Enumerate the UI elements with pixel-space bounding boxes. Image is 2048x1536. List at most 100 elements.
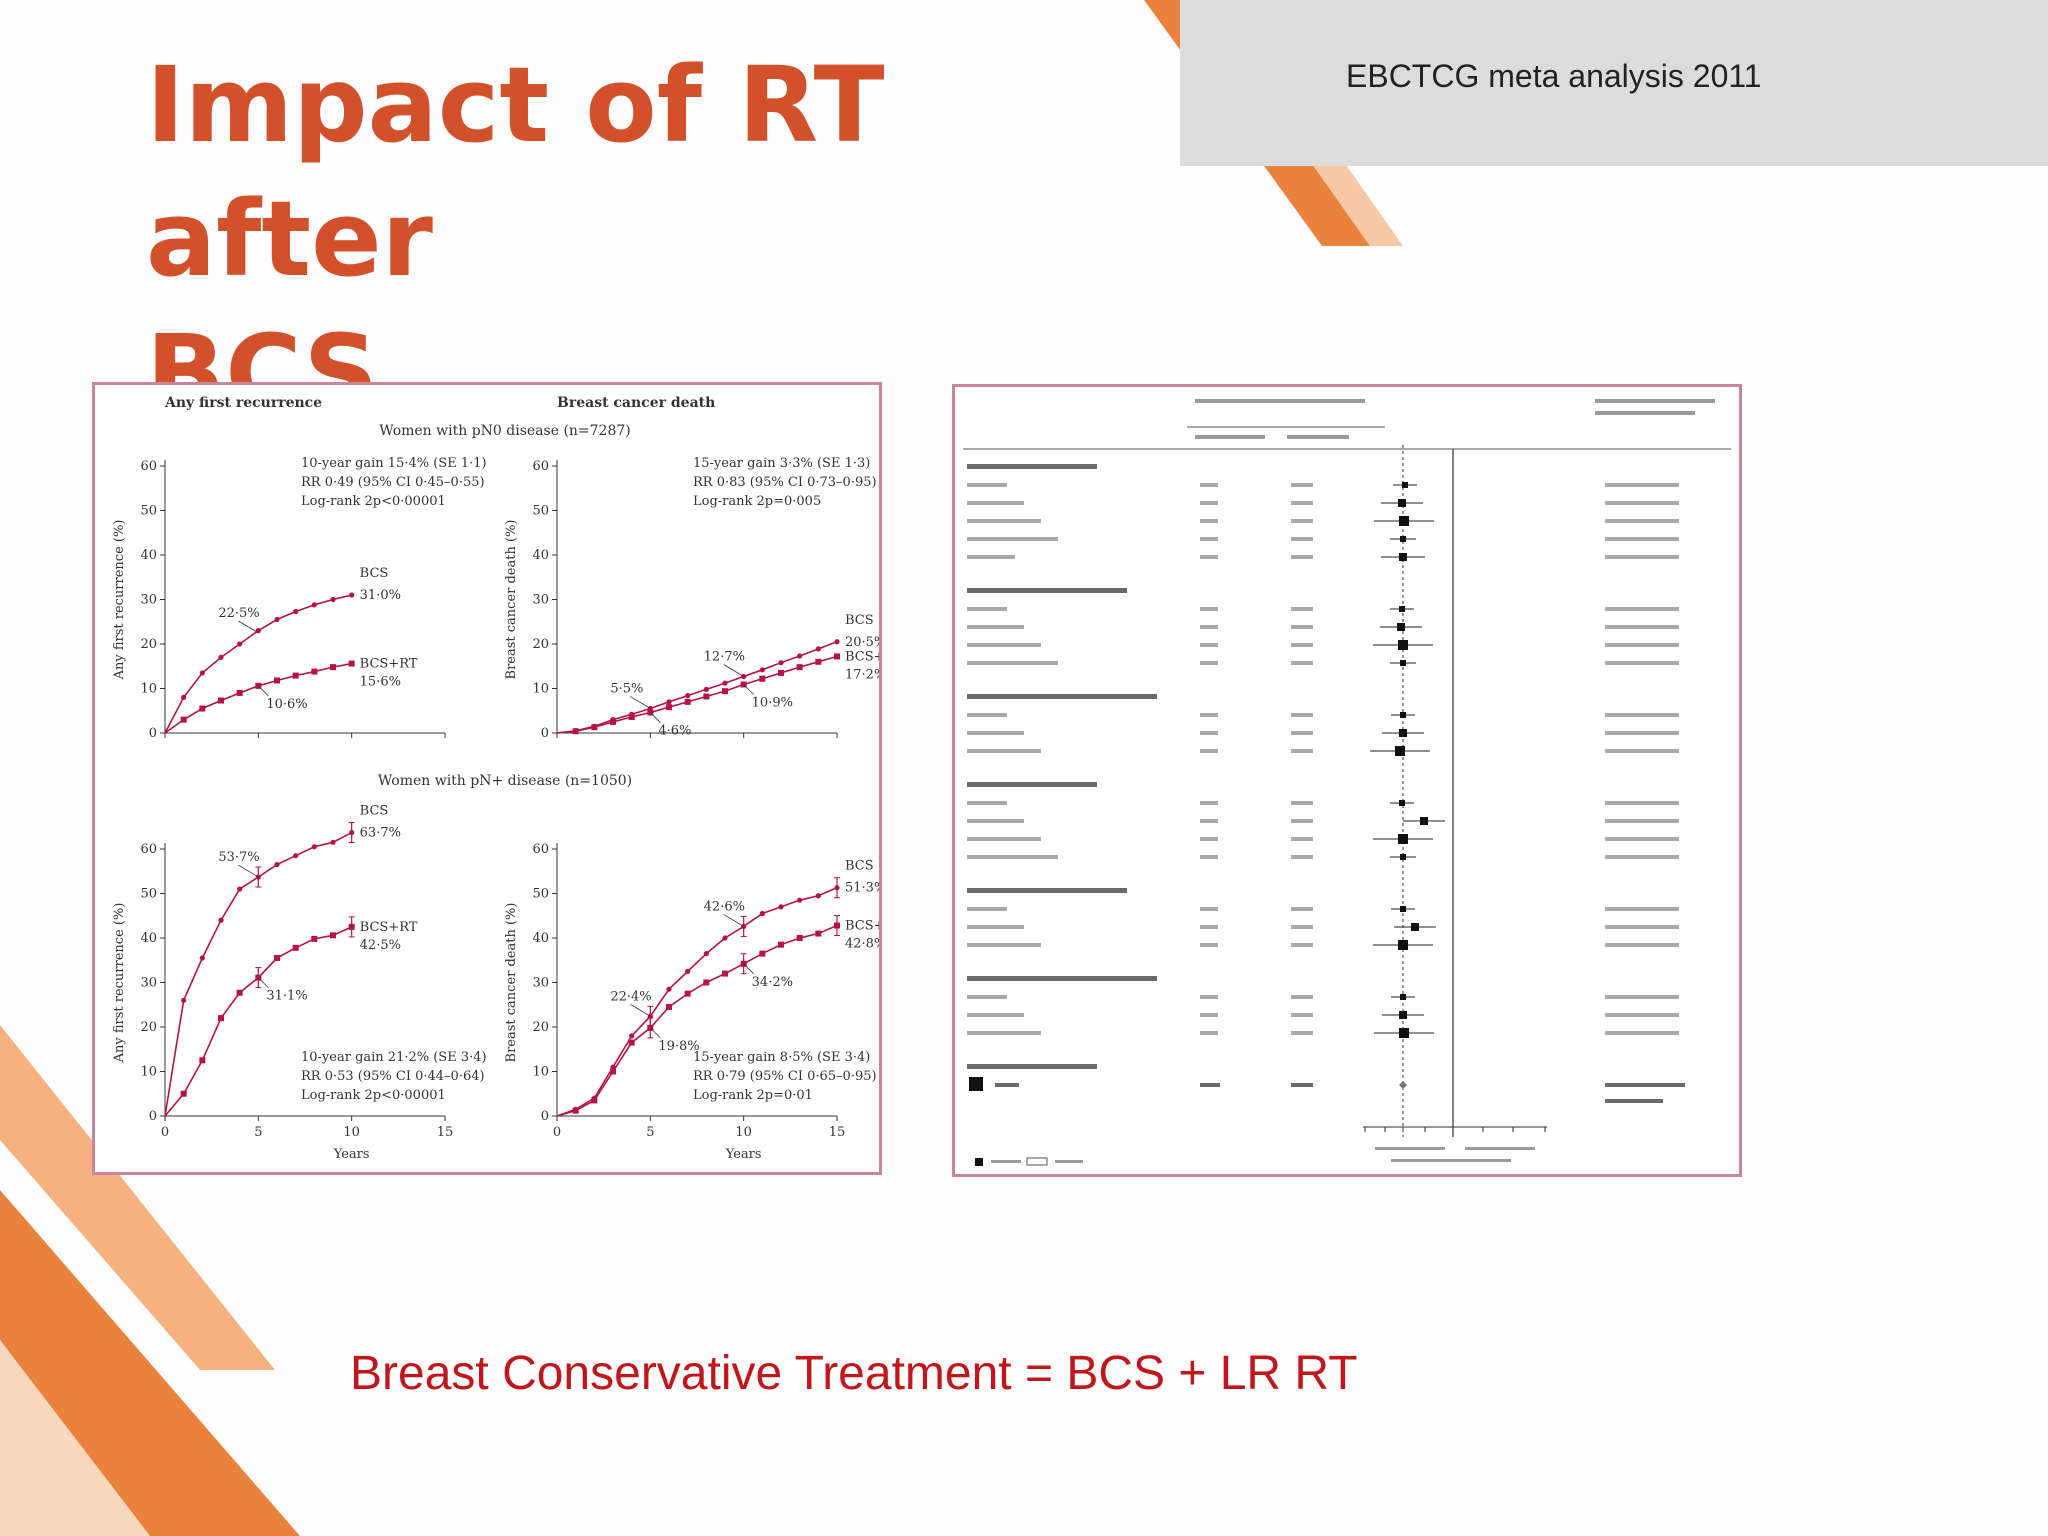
panel-4-x-tick-label: 15 (829, 1125, 846, 1140)
forest-row-label-blur (967, 925, 1024, 929)
panel-3-y-tick-label: 40 (140, 931, 157, 946)
forest-row-value-blur (1200, 555, 1218, 559)
panel-1-point-bcs-rt (180, 716, 187, 723)
forest-row-value-blur (1291, 643, 1313, 647)
panel-1-y-tick-label: 50 (140, 504, 157, 519)
panel-1-point-bcs-rt (274, 677, 280, 684)
forest-row-value-blur (1291, 819, 1313, 823)
panel-1-point-bcs-rt (236, 689, 243, 696)
panel-4-point-bcs-rt (815, 930, 822, 937)
panel-3-y-tick-label: 50 (140, 887, 157, 902)
forest-header-blur (1195, 399, 1365, 403)
panel-3-y-tick-label: 10 (140, 1065, 157, 1080)
forest-row-ci-blur (1605, 749, 1679, 753)
panel-3-x-tick-label: 10 (343, 1125, 360, 1140)
panel-4-point-bcs (703, 950, 709, 957)
forest-row-label-blur (967, 625, 1024, 629)
forest-section-heading (967, 782, 1097, 787)
forest-row-label-blur (967, 819, 1024, 823)
panel-2-point-bcs (815, 646, 821, 652)
panel-4-annotation-leader (723, 914, 744, 927)
forest-total-label-blur (995, 1083, 1019, 1087)
forest-row-label-blur (967, 1031, 1041, 1035)
panel-1-stat-line: RR 0·49 (95% CI 0·45–0·55) (301, 475, 485, 490)
forest-row-value-blur (1291, 661, 1313, 665)
panel-3-point-bcs-rt (180, 1090, 187, 1097)
panel-1-point-bcs-rt (330, 664, 336, 671)
forest-plot-svg (963, 399, 1731, 1166)
forest-row-value-blur (1291, 555, 1313, 559)
panel-3-point-bcs (237, 886, 243, 892)
forest-row-value-blur (1200, 1031, 1218, 1035)
forest-row-value-blur (1200, 801, 1218, 805)
panel-4-x-tick-label: 10 (735, 1125, 752, 1140)
forest-row-ci-blur (1605, 837, 1679, 841)
panel-2-point-bcs (685, 693, 691, 699)
panel-2-stat-line: 15-year gain 3·3% (SE 1·3) (693, 456, 870, 471)
panel-3-stat-line: RR 0·53 (95% CI 0·44–0·64) (301, 1069, 485, 1084)
panel-4-end-label: 42·8% (845, 937, 879, 952)
panel-1-annotation: 22·5% (218, 606, 259, 621)
panel-2-point-bcs (759, 667, 765, 673)
forest-section-heading (967, 694, 1157, 699)
panel-4-point-bcs-rt (703, 979, 710, 986)
panel-1-point-bcs (330, 596, 336, 603)
panel-3-annotation: 31·1% (266, 989, 307, 1004)
panel-3-point-bcs (293, 853, 299, 859)
panel-2-point-bcs-rt (722, 688, 728, 695)
panel-1-point-bcs-rt (348, 660, 355, 667)
panel-4-point-bcs (685, 968, 691, 974)
forest-row-value-blur (1291, 1031, 1313, 1035)
panel-4-y-tick-label: 40 (532, 931, 549, 946)
forest-point-square (1400, 712, 1406, 718)
forest-point-square (1398, 834, 1408, 844)
forest-row-value-blur (1291, 943, 1313, 947)
forest-row-label-blur (967, 643, 1041, 647)
panel-3-x-tick-label: 0 (161, 1125, 169, 1140)
panel-2-y-tick-label: 60 (532, 459, 549, 474)
forest-row-value-blur (1200, 537, 1218, 541)
panel-4-y-tick-label: 60 (532, 842, 549, 857)
forest-row-label-blur (967, 837, 1041, 841)
forest-row-label-blur (967, 995, 1007, 999)
panel-2-point-bcs (778, 660, 784, 666)
panel-1-point-bcs (311, 602, 317, 608)
panel-2-annotation-leader (743, 684, 754, 695)
panel-2-point-bcs-rt (759, 675, 766, 682)
panel-1-series-bcs-rt (164, 662, 352, 734)
panel-3-point-bcs-rt (236, 989, 243, 996)
forest-section-heading (967, 1064, 1097, 1069)
forest-row-ci-blur (1605, 607, 1679, 611)
survival-curves-svg: Women with pN0 disease (n=7287) Women wit… (112, 395, 879, 1162)
forest-row-ci-blur (1605, 819, 1679, 823)
panel-3-point-bcs-rt (292, 944, 299, 951)
bottom-caption: Breast Conservative Treatment = BCS + LR… (350, 1347, 1358, 1400)
panel-1-end-label: 15·6% (360, 675, 401, 690)
forest-row-ci-blur (1605, 907, 1679, 911)
forest-row-label-blur (967, 483, 1007, 487)
panel-4-y-tick-label: 50 (532, 887, 549, 902)
forest-row-value-blur (1291, 837, 1313, 841)
panel-2-point-bcs (741, 673, 747, 680)
panel-2-annotation: 12·7% (704, 649, 745, 664)
forest-row-ci-blur (1605, 995, 1679, 999)
panel-2-annotation: 4·6% (658, 724, 691, 739)
forest-row-ci-blur (1605, 1083, 1685, 1087)
panel-3-end-label: 42·5% (360, 938, 401, 953)
forest-row-ci-blur (1605, 643, 1679, 647)
panel-3-point-bcs (274, 861, 280, 868)
panel-4-series-bcs-rt (556, 924, 838, 1117)
panel-2-series-bcs (556, 641, 838, 734)
panel-4-x-tick-label: 0 (553, 1125, 561, 1140)
forest-row-value-blur (1200, 501, 1218, 505)
forest-point-square (1399, 800, 1405, 806)
forest-point-square (1400, 906, 1406, 912)
panel-1-point-bcs (274, 616, 280, 623)
panel-3-y-tick-label: 30 (140, 976, 157, 991)
forest-row-value-blur (1200, 995, 1218, 999)
forest-section-heading (967, 588, 1127, 593)
panel-4-series-bcs (556, 886, 838, 1117)
panel-1-point-bcs-rt (218, 697, 224, 704)
forest-row-label-blur (967, 1013, 1024, 1017)
forest-point-square (1420, 817, 1428, 825)
